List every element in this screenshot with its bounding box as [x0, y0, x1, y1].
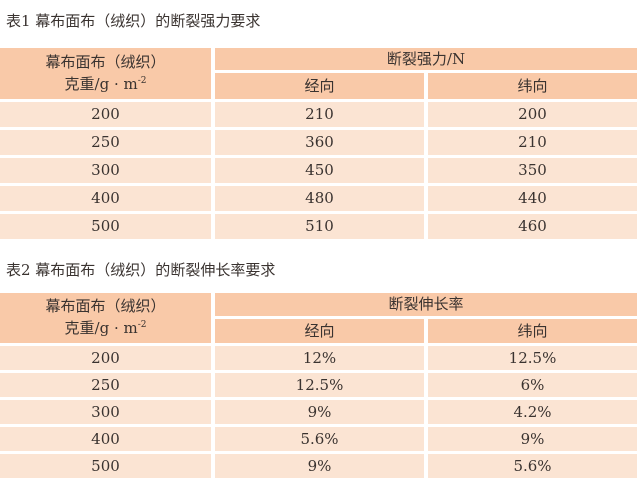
- table1: 幕布面布（绒织） 克重/g · m-2 断裂强力/N 经向 纬向 200 210 200 250…: [0, 45, 637, 242]
- warp-header: 经向: [215, 319, 424, 343]
- table-row: 250 12.5% 6%: [0, 373, 637, 397]
- table-cell: 350: [428, 158, 637, 183]
- weight-header: 幕布面布（绒织） 克重/g · m-2: [0, 48, 211, 99]
- table-cell: 500: [0, 454, 211, 478]
- group-header: 断裂伸长率: [215, 293, 637, 316]
- table-cell: 9%: [215, 454, 424, 478]
- table-cell: 400: [0, 427, 211, 451]
- table-row: 250 360 210: [0, 130, 637, 155]
- table-row: 300 450 350: [0, 158, 637, 183]
- table-row: 300 9% 4.2%: [0, 400, 637, 424]
- table-cell: 450: [215, 158, 424, 183]
- table-cell: 480: [215, 186, 424, 211]
- table2-title: 表2 幕布面布（绒织）的断裂伸长率要求: [6, 261, 276, 279]
- table2: 幕布面布（绒织） 克重/g · m-2 断裂伸长率 经向 纬向 200 12% 12.5% 25…: [0, 290, 637, 481]
- table-cell: 210: [215, 102, 424, 127]
- table-cell: 200: [428, 102, 637, 127]
- table-cell: 5.6%: [215, 427, 424, 451]
- table-cell: 12.5%: [428, 346, 637, 370]
- table-cell: 5.6%: [428, 454, 637, 478]
- group-header: 断裂强力/N: [215, 48, 637, 70]
- table-row: 200 12% 12.5%: [0, 346, 637, 370]
- table-cell: 9%: [215, 400, 424, 424]
- table-cell: 300: [0, 158, 211, 183]
- table-cell: 210: [428, 130, 637, 155]
- table-cell: 500: [0, 214, 211, 239]
- table1-title: 表1 幕布面布（绒织）的断裂强力要求: [6, 12, 261, 30]
- table-row: 400 480 440: [0, 186, 637, 211]
- table-row: 400 5.6% 9%: [0, 427, 637, 451]
- table-cell: 12%: [215, 346, 424, 370]
- table-cell: 200: [0, 102, 211, 127]
- table-cell: 250: [0, 130, 211, 155]
- table-cell: 6%: [428, 373, 637, 397]
- table-cell: 440: [428, 186, 637, 211]
- table-cell: 200: [0, 346, 211, 370]
- table-cell: 510: [215, 214, 424, 239]
- weight-header: 幕布面布（绒织） 克重/g · m-2: [0, 293, 211, 343]
- table-cell: 12.5%: [215, 373, 424, 397]
- weft-header: 纬向: [428, 73, 637, 99]
- table-cell: 460: [428, 214, 637, 239]
- table-row: 500 510 460: [0, 214, 637, 239]
- warp-header: 经向: [215, 73, 424, 99]
- table-cell: 300: [0, 400, 211, 424]
- table-cell: 360: [215, 130, 424, 155]
- table-row: 200 210 200: [0, 102, 637, 127]
- table-row: 500 9% 5.6%: [0, 454, 637, 478]
- table-cell: 9%: [428, 427, 637, 451]
- table-cell: 400: [0, 186, 211, 211]
- table-cell: 250: [0, 373, 211, 397]
- table-cell: 4.2%: [428, 400, 637, 424]
- weft-header: 纬向: [428, 319, 637, 343]
